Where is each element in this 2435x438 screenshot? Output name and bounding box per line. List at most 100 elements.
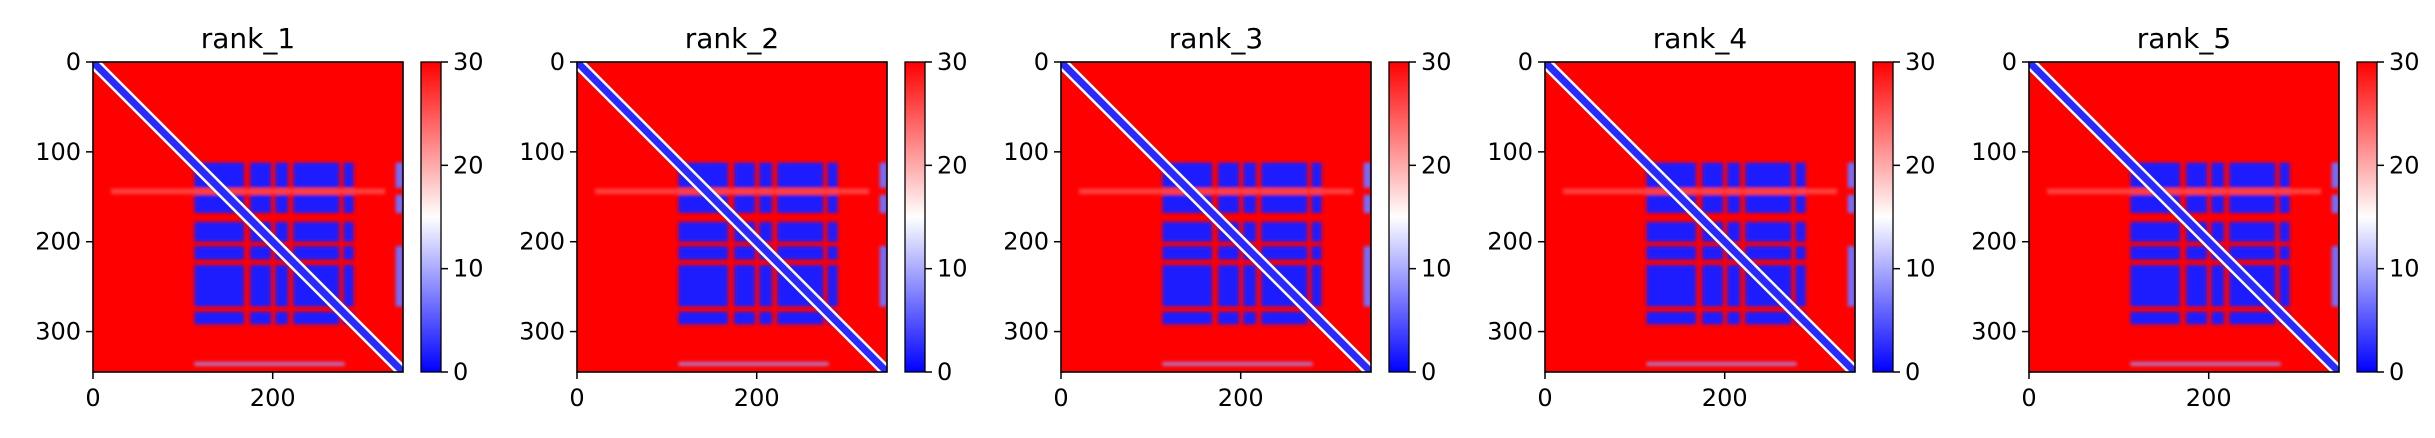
low-error-block [734,311,755,325]
low-error-block [2186,194,2207,213]
low-error-block [250,265,271,307]
y-tick-label: 300 [1971,318,2017,346]
low-error-block [293,221,340,242]
colorbar-gradient [1872,61,1894,373]
colorbar: 0 10 20 30 [1388,48,1452,386]
edge-strip [395,162,403,188]
colorbar-tick-label: 0 [453,358,468,386]
colorbar-gradient [420,61,442,373]
low-error-block [2229,311,2276,325]
low-error-block [1261,194,1308,213]
low-error-block [1218,194,1239,213]
colorbar-gradient [1388,61,1410,373]
low-error-block [275,265,288,307]
low-error-block [1162,311,1212,325]
y-tick-label: 300 [519,318,565,346]
edge-strip [1363,194,1371,213]
low-error-block [250,246,271,260]
low-error-block [1218,162,1239,188]
colorbar-tick-label: 20 [453,151,484,179]
low-error-block [2130,265,2180,307]
diagonal-core [93,62,403,372]
diagonal-core [2029,62,2339,372]
subplot-1: rank_1 0 200 0 100 200 300 0 10 20 30 [35,22,483,412]
low-error-block [1261,221,1308,242]
low-error-block [777,194,824,213]
low-error-block [734,162,755,188]
y-tick-label: 300 [35,318,81,346]
colorbar-tick-label: 20 [1421,151,1452,179]
low-error-block [1162,246,1212,260]
low-error-block [2186,162,2207,188]
low-error-block [1243,265,1256,307]
low-error-block [194,311,244,325]
low-error-block [1243,221,1256,242]
low-error-block [1243,162,1256,188]
edge-strip [1847,246,1855,307]
x-tick-label: 200 [1218,384,1264,412]
low-error-block [293,162,340,188]
axes-frame [1060,61,1372,373]
low-error-block [343,246,354,260]
low-error-block [678,221,728,242]
low-error-block [2279,221,2290,242]
low-error-block [194,246,244,260]
low-error-block [2130,221,2180,242]
low-error-block [2229,246,2276,260]
heatmap [1545,62,1855,372]
low-error-block [827,265,838,307]
low-error-block [275,162,288,188]
low-error-block [1261,246,1308,260]
low-error-block [1745,194,1792,213]
low-error-block [293,194,340,213]
heatmap [93,62,403,372]
colorbar-tick-label: 10 [1905,255,1936,283]
low-error-block [1702,265,1723,307]
diagonal-core [1545,62,1855,372]
y-tick-label: 200 [519,228,565,256]
y-tick-label: 200 [1971,228,2017,256]
low-error-block [678,265,728,307]
x-tick-label: 0 [1053,384,1068,412]
low-error-block [2186,311,2207,325]
axes-frame [2028,61,2340,373]
low-error-block [777,246,824,260]
low-error-block [2229,162,2276,188]
low-error-block [1727,162,1740,188]
edge-strip [2331,246,2339,307]
low-error-block [1745,311,1792,325]
subplot-4: rank_4 0 200 0 100 200 300 0 10 20 30 [1487,22,1935,412]
low-error-block [1646,246,1696,260]
colorbar-tick-label: 20 [2389,151,2420,179]
low-error-block [1795,194,1806,213]
y-tick-label: 0 [2002,48,2017,76]
low-error-block [1646,311,1696,325]
low-error-block [2279,246,2290,260]
low-error-block [1727,265,1740,307]
low-error-block [1795,246,1806,260]
colorbar-gradient [2356,61,2378,373]
y-tick-label: 100 [1487,138,1533,166]
heatmap [2029,62,2339,372]
pale-row [1078,188,1354,195]
y-tick-label: 0 [550,48,565,76]
low-error-block [1311,162,1322,188]
low-error-block [2279,162,2290,188]
colorbar-tick-label: 20 [1905,151,1936,179]
low-error-block [1702,246,1723,260]
low-error-block [1702,194,1723,213]
low-error-block [1745,246,1792,260]
low-error-block [1243,311,1256,325]
low-error-block [759,194,772,213]
y-tick-label: 100 [1971,138,2017,166]
low-error-block [1311,246,1322,260]
colorbar-tick-label: 10 [937,255,968,283]
heatmap [577,62,887,372]
edge-strip [1363,246,1371,307]
low-error-block [1646,265,1696,307]
low-error-block [2279,194,2290,213]
colorbar-gradient [904,61,926,373]
colorbar: 0 10 20 30 [420,48,484,386]
colorbar-tick-label: 0 [1905,358,1920,386]
bottom-strip [678,362,829,366]
